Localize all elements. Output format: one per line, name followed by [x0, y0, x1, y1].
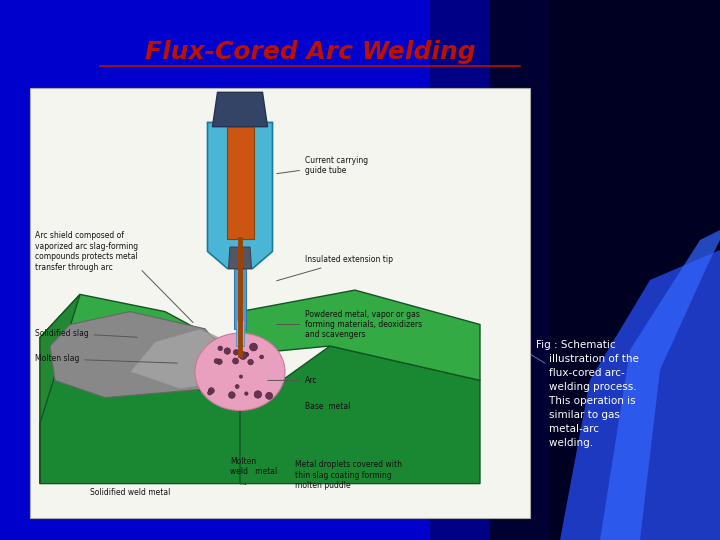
- Circle shape: [235, 384, 239, 388]
- Polygon shape: [227, 127, 253, 239]
- Text: Powdered metal, vapor or gas
forming materials, deoxidizers
and scavengers: Powdered metal, vapor or gas forming mat…: [276, 309, 422, 340]
- Circle shape: [254, 391, 261, 398]
- Text: Molten
weld   metal: Molten weld metal: [230, 457, 277, 476]
- Circle shape: [245, 392, 248, 395]
- Text: Fig : Schematic
    illustration of the
    flux-cored arc-
    welding process.: Fig : Schematic illustration of the flux…: [536, 340, 639, 448]
- Circle shape: [246, 353, 248, 356]
- Text: Insulated extension tip: Insulated extension tip: [276, 255, 393, 281]
- Text: Arc: Arc: [268, 376, 318, 385]
- Circle shape: [218, 346, 222, 350]
- Circle shape: [239, 375, 243, 378]
- Polygon shape: [228, 247, 251, 268]
- Text: Solidified slag: Solidified slag: [35, 329, 138, 338]
- Circle shape: [239, 352, 247, 360]
- Bar: [430, 0, 550, 540]
- Bar: [490, 0, 720, 540]
- Circle shape: [214, 359, 219, 363]
- Polygon shape: [236, 320, 244, 346]
- Circle shape: [228, 392, 235, 399]
- Polygon shape: [40, 294, 80, 484]
- Polygon shape: [207, 123, 272, 268]
- Polygon shape: [40, 294, 245, 410]
- Text: Solidified weld metal: Solidified weld metal: [90, 488, 171, 497]
- Circle shape: [248, 359, 253, 365]
- Circle shape: [207, 391, 212, 395]
- Text: Arc shield composed of
vaporized arc slag-forming
compounds protects metal
trans: Arc shield composed of vaporized arc sla…: [35, 231, 138, 272]
- Circle shape: [266, 392, 273, 400]
- Text: Base  metal: Base metal: [305, 397, 351, 411]
- Text: Flux-Cored Arc Welding: Flux-Cored Arc Welding: [145, 40, 475, 64]
- Text: Metal droplets covered with
thin slag coating forming
molten puddle: Metal droplets covered with thin slag co…: [295, 460, 402, 490]
- Polygon shape: [40, 338, 245, 484]
- Circle shape: [260, 355, 264, 359]
- Text: Molten slag: Molten slag: [35, 354, 177, 363]
- Polygon shape: [234, 268, 246, 329]
- Polygon shape: [212, 92, 268, 127]
- Circle shape: [233, 358, 238, 364]
- Polygon shape: [600, 230, 720, 540]
- Circle shape: [233, 349, 239, 355]
- Ellipse shape: [195, 333, 285, 410]
- Polygon shape: [240, 290, 480, 380]
- Polygon shape: [50, 312, 230, 397]
- Text: Current carrying
guide tube: Current carrying guide tube: [276, 156, 368, 175]
- Polygon shape: [240, 346, 480, 484]
- Polygon shape: [560, 250, 720, 540]
- Bar: [30, 88, 530, 518]
- Circle shape: [208, 388, 215, 394]
- Circle shape: [217, 359, 222, 364]
- Polygon shape: [130, 329, 235, 389]
- Circle shape: [250, 343, 258, 351]
- Circle shape: [245, 352, 248, 356]
- Circle shape: [224, 348, 230, 354]
